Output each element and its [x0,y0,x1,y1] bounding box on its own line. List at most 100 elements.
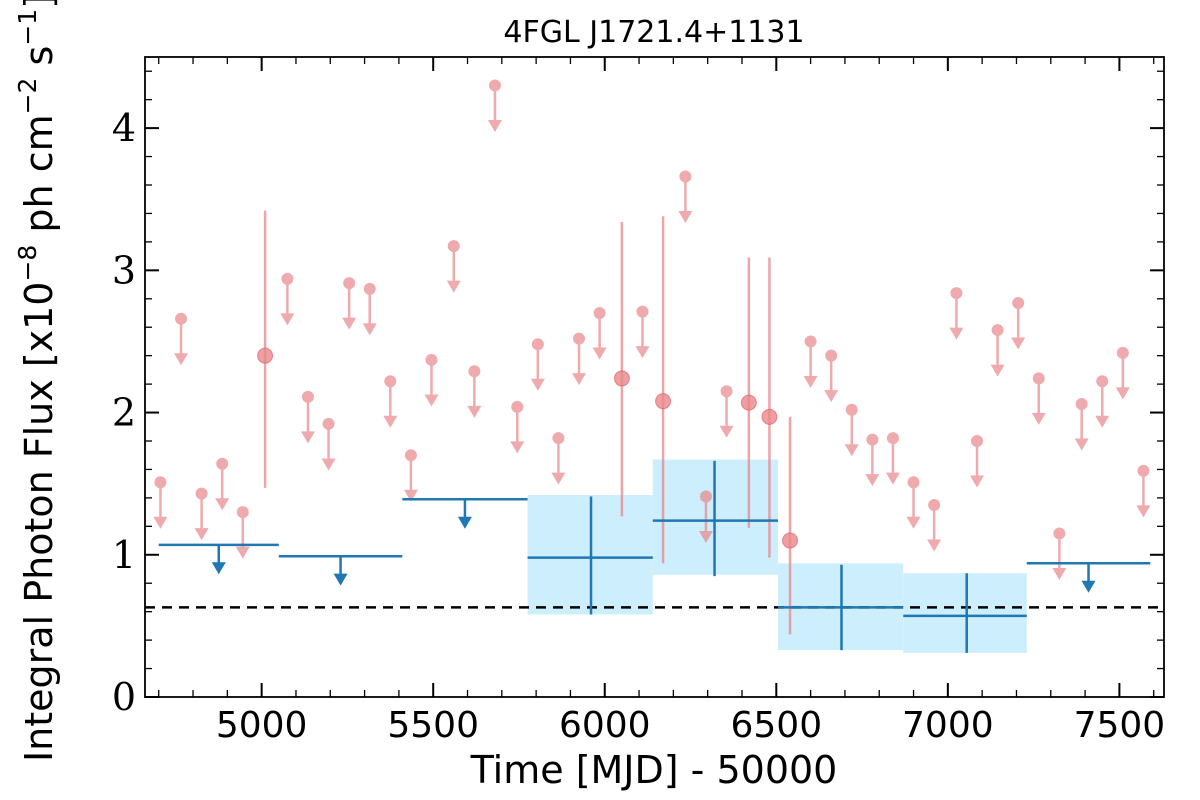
upper-limit-arrowhead [1081,580,1096,593]
monthly-point [1137,464,1150,477]
monthly-point [1053,527,1066,540]
upper-limit-arrowhead [362,323,377,336]
monthly-upper-limit [592,307,607,360]
monthly-upper-limit [1136,464,1151,518]
monthly-point [322,417,335,430]
yearly-detection [527,496,653,615]
monthly-upper-limit [1095,375,1110,428]
upper-limit-arrowhead [844,444,859,457]
monthly-bins [153,79,1151,635]
monthly-point [236,506,249,519]
monthly-upper-limit [927,499,942,552]
detection-point [655,393,672,410]
monthly-upper-limit [803,335,818,388]
monthly-point [866,433,879,446]
upper-limit-arrowhead [403,489,418,502]
upper-limit-arrowhead [530,378,545,391]
monthly-upper-limit [194,487,209,541]
monthly-point [552,432,565,445]
monthly-upper-limit [551,432,566,485]
monthly-point [468,365,481,378]
y-tick-label: 3 [112,248,136,292]
x-tick-label: 6500 [730,705,822,746]
monthly-point [404,449,417,462]
yearly-upper-limit [158,543,279,575]
monthly-point [636,305,649,318]
monthly-point [699,490,712,503]
monthly-point [154,476,167,489]
monthly-point [950,287,963,300]
monthly-upper-limit [153,476,168,529]
monthly-upper-limit [1115,346,1130,400]
monthly-point [447,240,460,253]
x-tick-label: 5000 [216,705,308,746]
monthly-point [301,390,314,403]
monthly-point [928,499,941,511]
monthly-upper-limit [235,506,250,559]
upper-limit-arrowhead [803,375,818,388]
monthly-detection [782,416,799,635]
y-tick-label: 1 [112,533,136,577]
monthly-upper-limit [949,287,964,340]
monthly-point [679,170,692,183]
upper-limit-arrowhead [1031,412,1046,425]
x-axis-label: Time [MJD] - 50000 [470,748,838,792]
y-tick-label: 0 [112,675,136,719]
monthly-point [195,487,208,500]
detection-point [613,370,630,387]
monthly-upper-limit [510,400,525,454]
monthly-upper-limit [1052,527,1067,580]
y-axis-label: Integral Photon Flux [x10−8 ph cm−2 s−1] [13,0,61,762]
yearly-upper-limit [278,554,403,586]
monthly-upper-limit [342,277,357,330]
monthly-upper-limit [467,365,482,418]
upper-limit-arrowhead [1136,505,1151,518]
monthly-upper-limit [424,353,439,407]
upper-limit-arrowhead [235,546,250,559]
yearly-band [903,573,1027,653]
monthly-point [363,282,376,295]
monthly-point [343,277,356,290]
upper-limit-arrowhead [1115,387,1130,400]
monthly-upper-limit [530,338,545,391]
monthly-upper-limit [698,490,713,543]
monthly-detection [655,216,672,564]
upper-limit-arrowhead [174,353,189,366]
monthly-upper-limit [635,305,650,359]
upper-limit-arrowhead [698,530,713,543]
x-tick-label: 7500 [1074,705,1166,746]
plot-frame [144,56,1165,698]
yearly-detection [778,564,904,651]
monthly-upper-limit [174,312,189,366]
upper-limit-arrowhead [424,394,439,407]
monthly-upper-limit [215,457,230,511]
monthly-point [593,307,606,319]
upper-limit-arrowhead [446,280,461,293]
monthly-point [488,79,501,92]
monthly-upper-limit [1031,372,1046,425]
monthly-point [1096,375,1109,388]
monthly-upper-limit [487,79,502,132]
x-tick-label: 6000 [559,705,651,746]
yearly-confidence-bands [527,459,1027,653]
monthly-upper-limit [865,433,880,487]
upper-limit-arrowhead [510,441,525,454]
monthly-point [281,272,294,285]
monthly-point [886,432,899,445]
yearly-upper-limit [402,498,528,529]
yearly-detection [652,460,779,577]
monthly-point [1032,372,1045,385]
monthly-upper-limit [844,403,859,457]
monthly-upper-limit [906,476,921,529]
monthly-upper-limit [970,435,985,488]
monthly-point [511,400,524,413]
monthly-point [720,385,733,398]
upper-limit-arrowhead [885,472,900,485]
monthly-point [175,312,188,325]
upper-limit-arrowhead [990,364,1005,377]
monthly-detection [613,221,630,517]
upper-limit-arrowhead [333,573,348,586]
x-tick-label: 7000 [902,705,994,746]
upper-limit-arrowhead [949,327,964,340]
